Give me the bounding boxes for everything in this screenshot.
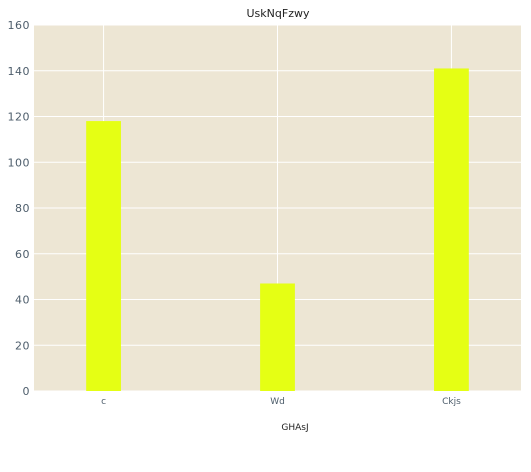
y-tick-label: 100 (8, 156, 31, 169)
x-tick-label: Wd (270, 397, 285, 407)
x-tick-label: Ckjs (442, 397, 461, 407)
x-axis-ticks: c Wd Ckjs (101, 397, 461, 407)
bars (86, 68, 469, 392)
bar-ckjs (434, 68, 469, 392)
y-tick-label: 120 (8, 111, 31, 124)
y-tick-label: 20 (15, 339, 30, 352)
y-tick-label: 160 (8, 19, 31, 32)
y-tick-label: 140 (8, 65, 31, 78)
x-axis-label: GHAsJ (281, 423, 308, 433)
x-tick-label: c (101, 397, 106, 407)
y-tick-label: 60 (15, 248, 30, 261)
y-axis-ticks: 0 20 40 60 80 100 120 140 160 (8, 19, 31, 398)
y-tick-label: 0 (23, 385, 31, 398)
y-tick-label: 40 (15, 294, 30, 307)
y-tick-label: 80 (15, 202, 30, 215)
bar-wd (260, 283, 295, 391)
bar-c (86, 121, 121, 391)
chart-title: UskNqFzwy (247, 7, 310, 20)
